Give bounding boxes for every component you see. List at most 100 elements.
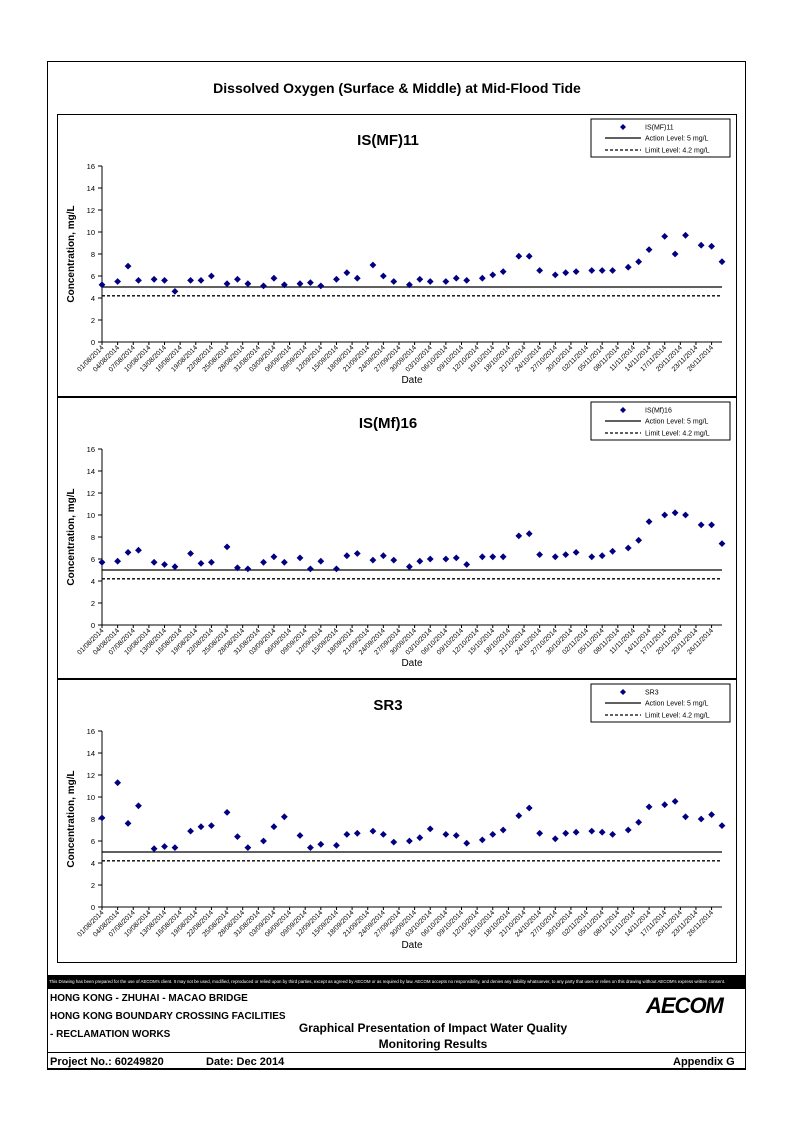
chart-sr3-data-point	[234, 833, 241, 840]
chart-is-mf-16-y-tick-label: 14	[87, 467, 95, 476]
chart-sr3-legend-marker	[620, 689, 626, 695]
chart-is-mf-11-data-point	[562, 269, 570, 277]
chart-is-mf-11-data-point	[390, 278, 398, 285]
chart-sr3-data-point	[536, 829, 544, 837]
chart-sr3-data-point	[98, 814, 106, 822]
page-title: Dissolved Oxygen (Surface & Middle) at M…	[213, 80, 581, 96]
chart-is-mf-16-data-point	[416, 557, 424, 565]
chart-is-mf-16-data-point	[187, 550, 194, 557]
chart-is-mf-16-data-point	[161, 561, 168, 568]
chart-sr3-y-tick-label: 14	[87, 749, 95, 758]
chart-is-mf-11-y-tick-label: 10	[87, 228, 95, 237]
chart-is-mf-16-data-point	[390, 556, 398, 564]
chart-is-mf-16-data-point	[343, 552, 351, 560]
chart-is-mf-16-data-point	[114, 557, 122, 565]
chart-sr3-data-point	[708, 811, 715, 818]
chart-sr3-data-point	[645, 803, 653, 811]
chart-sr3-data-point	[697, 815, 705, 823]
chart-is-mf-16-y-tick-label: 10	[87, 511, 95, 520]
chart-is-mf-16-legend-label: Action Level: 5 mg/L	[645, 419, 709, 426]
chart-is-mf-16-data-point	[234, 564, 241, 572]
chart-is-mf-16-data-point	[515, 532, 523, 540]
chart-is-mf-11-data-point	[171, 288, 179, 295]
chart-is-mf-11-data-point	[645, 246, 653, 253]
chart-is-mf-11-y-tick-label: 0	[91, 338, 95, 347]
chart-is-mf-16-data-point	[333, 565, 340, 573]
chart-sr3-data-point	[426, 825, 434, 833]
chart-is-mf-16-data-point	[598, 552, 606, 560]
chart-sr3-data-point	[379, 831, 387, 838]
chart-is-mf-11-data-point	[223, 280, 231, 288]
chart-is-mf-11-data-point	[536, 267, 544, 274]
chart-sr3-legend-label: Action Level: 5 mg/L	[645, 701, 709, 708]
chart-is-mf-11-data-point	[98, 281, 106, 289]
chart-sr3-data-point	[499, 826, 507, 834]
chart-sr3-data-point	[307, 844, 314, 851]
chart-is-mf-11-data-point	[671, 250, 679, 258]
chart-is-mf-11-data-point	[244, 280, 252, 288]
chart-is-mf-11-data-point	[353, 274, 361, 282]
chart-is-mf-16: IS(Mf)16 0 2 4 6 8 10 12 14 16 Concentration, mg/L…	[66, 401, 731, 669]
chart-sr3-data-point	[515, 812, 523, 820]
chart-is-mf-11-data-point	[661, 233, 669, 240]
chart-sr3-data-point	[223, 809, 231, 816]
chart-sr3-data-point	[682, 813, 689, 821]
chart-is-mf-16-y-tick-label: 16	[87, 445, 95, 454]
chart-is-mf-11-data-point	[343, 269, 351, 277]
chart-is-mf-16-data-point	[489, 553, 497, 561]
chart-sr3-legend-label: Limit Level: 4.2 mg/L	[645, 713, 710, 720]
chart-is-mf-16-data-point	[171, 563, 179, 571]
chart-is-mf-16-data-point	[280, 558, 288, 566]
chart-is-mf-16-data-point	[661, 511, 669, 519]
chart-is-mf-11-data-point	[525, 252, 533, 260]
chart-is-mf-11-data-point	[270, 274, 278, 282]
chart-sr3-data-point	[572, 828, 580, 836]
chart-sr3-data-point	[171, 844, 179, 851]
chart-sr3-data-point	[551, 835, 559, 843]
chart-sr3-data-point	[416, 834, 424, 842]
chart-is-mf-11-data-point	[515, 252, 523, 260]
chart-is-mf-16-legend-label: Limit Level: 4.2 mg/L	[645, 431, 710, 438]
chart-is-mf-11-data-point	[307, 279, 314, 286]
chart-is-mf-11-legend-label: IS(MF)11	[645, 125, 674, 132]
chart-is-mf-11-data-point	[598, 267, 606, 274]
chart-panel-is-mf-11: IS(MF)11 0 2 4 6 8 10 12 14 16 Concentration, mg/L…	[57, 114, 737, 397]
footer-line-2: HONG KONG BOUNDARY CROSSING FACILITIES	[50, 1011, 286, 1022]
chart-is-mf-16-data-point	[317, 557, 325, 565]
chart-is-mf-16-data-point	[499, 553, 507, 561]
chart-is-mf-16-data-point	[572, 549, 580, 556]
chart-is-mf-11-data-point	[369, 261, 377, 269]
chart-is-mf-16-data-point	[379, 552, 387, 560]
chart-is-mf-16-data-point	[150, 558, 158, 566]
chart-sr3-title: SR3	[373, 697, 402, 714]
chart-is-mf-16-data-point	[208, 558, 215, 566]
chart-sr3-data-point	[343, 831, 351, 838]
chart-is-mf-16-data-point	[452, 554, 460, 562]
chart-is-mf-16-y-tick-label: 2	[91, 599, 95, 608]
chart-is-mf-11-data-point	[499, 268, 507, 275]
chart-is-mf-11-data-point	[296, 280, 304, 288]
chart-is-mf-11-data-point	[124, 262, 132, 270]
chart-is-mf-11-data-point	[416, 275, 424, 283]
chart-is-mf-16-x-axis-label: Date	[401, 658, 423, 669]
chart-is-mf-16-data-point	[671, 509, 679, 517]
chart-sr3-data-point	[187, 827, 194, 835]
chart-is-mf-16-data-point	[296, 554, 304, 562]
chart-is-mf-16-data-point	[426, 555, 434, 563]
chart-is-mf-11-data-point	[161, 277, 168, 284]
chart-is-mf-16-data-point	[307, 565, 314, 573]
chart-sr3-data-point	[296, 832, 304, 839]
disclaimer-bar: This Drawing has been prepared for the u…	[47, 975, 746, 989]
chart-is-mf-16-data-point	[98, 558, 106, 566]
chart-sr3-y-tick-label: 0	[91, 903, 95, 912]
chart-sr3-data-point	[609, 831, 616, 838]
chart-is-mf-11-data-point	[197, 277, 205, 284]
chart-sr3-data-point	[150, 845, 158, 853]
chart-is-mf-11: IS(MF)11 0 2 4 6 8 10 12 14 16 Concentration, mg/L…	[66, 118, 731, 386]
chart-is-mf-11-data-point	[624, 263, 632, 271]
chart-is-mf-11-y-tick-label: 4	[91, 294, 95, 303]
chart-is-mf-11-data-point	[588, 267, 596, 274]
chart-is-mf-11-y-tick-label: 16	[87, 162, 95, 171]
chart-is-mf-11-data-point	[682, 231, 689, 239]
